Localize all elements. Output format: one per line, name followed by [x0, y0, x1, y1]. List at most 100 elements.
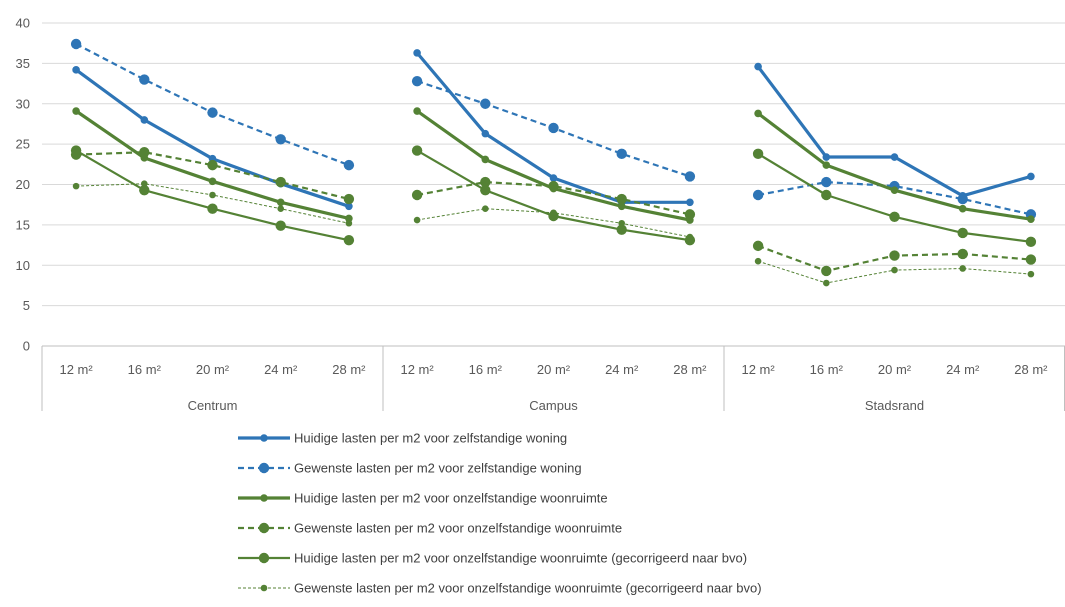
x-tick-label: 12 m² [741, 362, 775, 377]
group-label: Campus [529, 398, 578, 413]
data-point [72, 182, 80, 190]
series-5 [70, 145, 1037, 248]
legend-item: Gewenste lasten per m2 voor onzelfstandi… [238, 581, 762, 596]
data-point [70, 38, 82, 50]
data-point [822, 161, 831, 169]
x-tick-label: 28 m² [332, 362, 366, 377]
y-axis-ticks: 0 5 10 15 20 25 30 35 40 [16, 16, 30, 354]
series-line [757, 181, 1032, 216]
data-point [275, 220, 286, 231]
data-point [684, 171, 696, 182]
x-tick-label: 20 m² [196, 362, 230, 377]
y-tick-label: 15 [16, 217, 30, 232]
data-point [752, 240, 764, 252]
legend-label: Gewenste lasten per m2 voor zelfstandige… [294, 461, 582, 476]
legend-swatch-marker [260, 584, 268, 592]
legend-item: Huidige lasten per m2 voor onzelfstandig… [238, 551, 747, 566]
x-tick-label: 28 m² [1014, 362, 1048, 377]
data-point [752, 189, 764, 201]
data-point [345, 202, 353, 211]
data-point [1027, 215, 1035, 224]
data-point [140, 116, 149, 124]
data-point [481, 155, 490, 164]
data-point [617, 202, 626, 211]
x-tick-label: 12 m² [59, 362, 93, 377]
data-point [1025, 254, 1037, 265]
data-point [821, 265, 832, 277]
data-point [616, 193, 627, 205]
series-line [76, 151, 350, 201]
y-tick-label: 40 [16, 16, 30, 31]
data-point [821, 176, 832, 188]
x-tick-label: 16 m² [128, 362, 162, 377]
legend-swatch-marker [260, 494, 268, 502]
data-point [821, 189, 832, 201]
data-point [275, 134, 286, 145]
data-point [72, 107, 80, 115]
data-point [754, 257, 762, 265]
legend-swatch-marker [258, 462, 270, 474]
data-point [345, 219, 353, 227]
y-tick-label: 25 [16, 137, 30, 152]
series-line [757, 112, 1032, 221]
series-line [416, 181, 691, 216]
data-point [616, 224, 627, 235]
data-point [70, 145, 82, 156]
series-line [757, 152, 1032, 243]
data-point [209, 191, 216, 199]
group-label: Stadsrand [865, 398, 924, 413]
data-point [1027, 172, 1035, 181]
y-tick-label: 30 [16, 96, 30, 111]
x-tick-label: 24 m² [264, 362, 298, 377]
data-point [141, 180, 148, 187]
data-point [957, 248, 968, 260]
data-point [1027, 270, 1035, 278]
x-tick-label: 20 m² [878, 362, 912, 377]
group-label: Centrum [188, 398, 238, 413]
legend-item: Huidige lasten per m2 voor zelfstandige … [238, 431, 567, 446]
series-lines [70, 38, 1037, 287]
series-6 [72, 180, 1035, 287]
legend-label: Gewenste lasten per m2 voor onzelfstandi… [294, 581, 762, 596]
data-point [480, 98, 491, 109]
data-point [413, 107, 421, 115]
data-point [889, 250, 900, 261]
data-point [684, 209, 696, 220]
legend-label: Huidige lasten per m2 voor onzelfstandig… [294, 491, 608, 506]
y-tick-label: 5 [23, 298, 30, 313]
series-line [756, 65, 1032, 198]
data-point [957, 193, 968, 205]
data-point [618, 219, 625, 227]
data-point [343, 193, 355, 205]
data-point [957, 227, 968, 239]
x-tick-label: 12 m² [400, 362, 434, 377]
data-point [752, 148, 764, 160]
data-point [275, 176, 286, 188]
data-point [343, 235, 355, 246]
data-point [549, 174, 558, 182]
data-point [823, 279, 830, 287]
series-2 [70, 38, 1037, 220]
legend-swatch-marker [258, 522, 270, 534]
legend: Huidige lasten per m2 voor zelfstandige … [238, 431, 762, 596]
x-tick-label: 28 m² [673, 362, 707, 377]
y-tick-label: 20 [16, 177, 30, 192]
x-tick-label: 20 m² [537, 362, 571, 377]
legend-label: Gewenste lasten per m2 voor onzelfstandi… [294, 521, 622, 536]
data-point [550, 209, 557, 217]
legend-item: Gewenste lasten per m2 voor zelfstandige… [238, 461, 582, 476]
data-point [481, 129, 490, 138]
legend-label: Huidige lasten per m2 voor zelfstandige … [294, 431, 567, 446]
data-point [207, 159, 218, 171]
data-point [959, 265, 966, 272]
data-point [890, 186, 899, 194]
data-point [548, 180, 559, 192]
data-point [345, 214, 353, 223]
x-tick-label: 24 m² [946, 362, 980, 377]
data-point [276, 198, 285, 207]
series-line [75, 43, 350, 167]
data-point [889, 211, 900, 222]
data-point [1025, 236, 1037, 248]
legend-item: Huidige lasten per m2 voor onzelfstandig… [238, 491, 608, 506]
